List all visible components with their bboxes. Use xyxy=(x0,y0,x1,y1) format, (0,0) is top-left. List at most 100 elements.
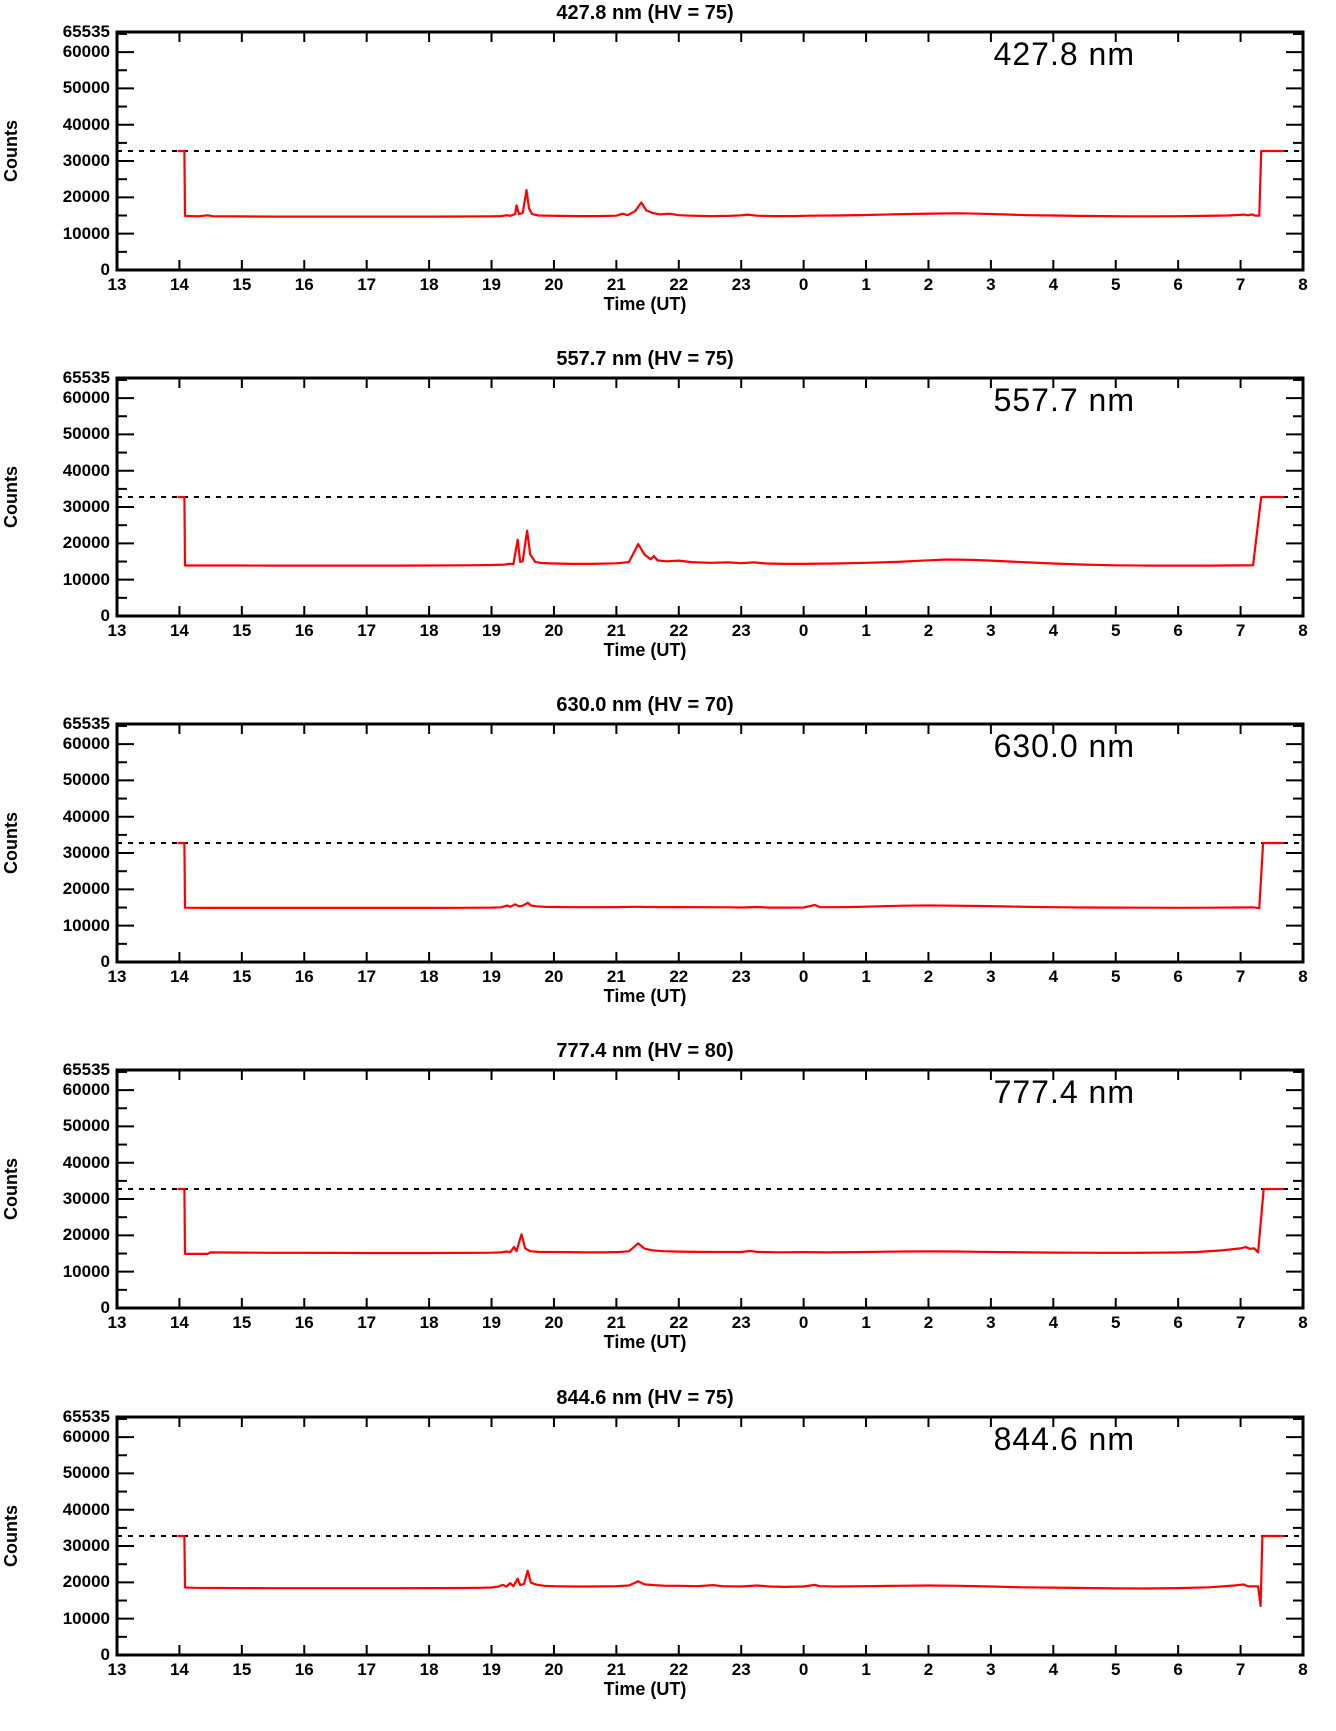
y-tick-label: 60000 xyxy=(62,1427,110,1447)
y-tick-label: 40000 xyxy=(62,806,110,826)
x-tick-label: 8 xyxy=(1298,621,1308,640)
y-tick-label: 65535 xyxy=(62,1060,110,1079)
x-tick-label: 17 xyxy=(357,1313,377,1332)
y-tick-label: 0 xyxy=(100,952,110,971)
y-tick-label: 0 xyxy=(100,1298,110,1317)
x-tick-label: 7 xyxy=(1235,621,1246,640)
x-tick-label: 0 xyxy=(798,1660,809,1679)
x-tick-label: 7 xyxy=(1235,275,1246,294)
y-tick-label: 20000 xyxy=(62,1225,110,1245)
x-tick-label: 2 xyxy=(923,967,934,986)
y-tick-label: 40000 xyxy=(62,1152,110,1172)
x-tick-label: 22 xyxy=(669,967,689,986)
y-tick-label: 30000 xyxy=(62,843,110,863)
x-tick-label: 8 xyxy=(1298,1660,1308,1679)
x-tick-label: 19 xyxy=(482,1313,501,1332)
x-tick-label: 16 xyxy=(294,1660,314,1679)
x-tick-label: 5 xyxy=(1111,967,1121,986)
x-tick-label: 4 xyxy=(1048,621,1059,640)
y-tick-label: 50000 xyxy=(62,424,110,444)
y-tick-label: 65535 xyxy=(62,22,110,41)
x-tick-label: 3 xyxy=(986,621,996,640)
panel-777nm: 777.4 nm (HV = 80) 777.4 nm Counts Time … xyxy=(0,1038,1336,1384)
wavelength-annotation: 630.0 nm xyxy=(993,728,1135,764)
y-tick-label: 0 xyxy=(100,1645,110,1664)
x-tick-label: 21 xyxy=(606,621,626,640)
x-tick-label: 13 xyxy=(107,967,127,986)
y-tick-label: 60000 xyxy=(62,388,110,408)
x-tick-label: 7 xyxy=(1235,967,1246,986)
x-tick-label: 6 xyxy=(1173,1660,1183,1679)
y-tick-label: 30000 xyxy=(62,497,110,517)
x-tick-label: 19 xyxy=(482,967,501,986)
wavelength-annotation: 557.7 nm xyxy=(993,382,1135,418)
y-tick-label: 50000 xyxy=(62,1116,110,1136)
x-tick-label: 16 xyxy=(294,621,314,640)
x-tick-label: 16 xyxy=(294,1313,314,1332)
x-tick-label: 20 xyxy=(544,275,564,294)
x-axis-title: Time (UT) xyxy=(603,986,687,1006)
y-tick-label: 40000 xyxy=(62,1499,110,1519)
x-tick-label: 18 xyxy=(419,275,439,294)
x-tick-label: 18 xyxy=(419,621,439,640)
panel-557nm: 557.7 nm (HV = 75) 557.7 nm Counts Time … xyxy=(0,346,1336,692)
y-tick-label: 20000 xyxy=(62,879,110,899)
x-tick-label: 2 xyxy=(923,275,934,294)
chart-canvas xyxy=(115,1068,1305,1310)
panel-title: 844.6 nm (HV = 75) xyxy=(556,1387,734,1409)
x-tick-label: 14 xyxy=(169,1660,189,1679)
x-tick-label: 16 xyxy=(294,967,314,986)
y-tick-label: 50000 xyxy=(62,770,110,790)
y-tick-label: 20000 xyxy=(62,1572,110,1592)
x-tick-label: 20 xyxy=(544,1660,564,1679)
counts-trace xyxy=(177,1534,1285,1608)
panel-title: 777.4 nm (HV = 80) xyxy=(556,1040,734,1062)
y-tick-label: 0 xyxy=(100,260,110,279)
y-tick-label: 30000 xyxy=(62,1189,110,1209)
x-tick-label: 21 xyxy=(606,967,626,986)
x-tick-label: 6 xyxy=(1173,967,1183,986)
x-tick-label: 21 xyxy=(606,1660,626,1679)
y-tick-label: 20000 xyxy=(62,533,110,553)
x-axis-title: Time (UT) xyxy=(603,1332,687,1352)
y-tick-label: 50000 xyxy=(62,78,110,98)
x-tick-label: 5 xyxy=(1111,1660,1121,1679)
x-tick-label: 15 xyxy=(232,621,252,640)
counts-trace xyxy=(177,841,1285,910)
counts-trace xyxy=(177,1187,1285,1255)
x-tick-label: 4 xyxy=(1048,1660,1059,1679)
x-tick-label: 20 xyxy=(544,1313,564,1332)
x-tick-label: 23 xyxy=(731,275,751,294)
y-tick-label: 60000 xyxy=(62,42,110,62)
panel-title: 630.0 nm (HV = 70) xyxy=(556,694,734,716)
panel-title: 427.8 nm (HV = 75) xyxy=(556,2,734,24)
x-tick-label: 22 xyxy=(669,275,689,294)
y-tick-label: 65535 xyxy=(62,1407,110,1426)
x-tick-label: 18 xyxy=(419,1660,439,1679)
x-tick-label: 1 xyxy=(861,275,871,294)
x-tick-label: 4 xyxy=(1048,1313,1059,1332)
x-tick-label: 4 xyxy=(1048,275,1059,294)
x-tick-label: 13 xyxy=(107,1660,127,1679)
y-tick-label: 50000 xyxy=(62,1463,110,1483)
x-tick-label: 6 xyxy=(1173,275,1183,294)
x-tick-label: 22 xyxy=(669,621,689,640)
x-tick-label: 4 xyxy=(1048,967,1059,986)
x-tick-label: 0 xyxy=(798,1313,809,1332)
y-tick-label: 60000 xyxy=(62,734,110,754)
x-tick-label: 18 xyxy=(419,967,439,986)
x-tick-label: 19 xyxy=(482,1660,501,1679)
panel-title: 557.7 nm (HV = 75) xyxy=(556,348,734,370)
x-tick-label: 20 xyxy=(544,967,564,986)
y-tick-label: 20000 xyxy=(62,187,110,207)
y-tick-label: 40000 xyxy=(62,114,110,134)
wavelength-annotation: 777.4 nm xyxy=(993,1074,1135,1110)
x-tick-label: 23 xyxy=(731,1313,751,1332)
x-tick-label: 15 xyxy=(232,275,252,294)
x-tick-label: 3 xyxy=(986,275,996,294)
x-tick-label: 1 xyxy=(861,967,871,986)
x-tick-label: 17 xyxy=(357,621,377,640)
x-tick-label: 2 xyxy=(923,1660,934,1679)
x-tick-label: 16 xyxy=(294,275,314,294)
x-tick-label: 19 xyxy=(482,275,501,294)
